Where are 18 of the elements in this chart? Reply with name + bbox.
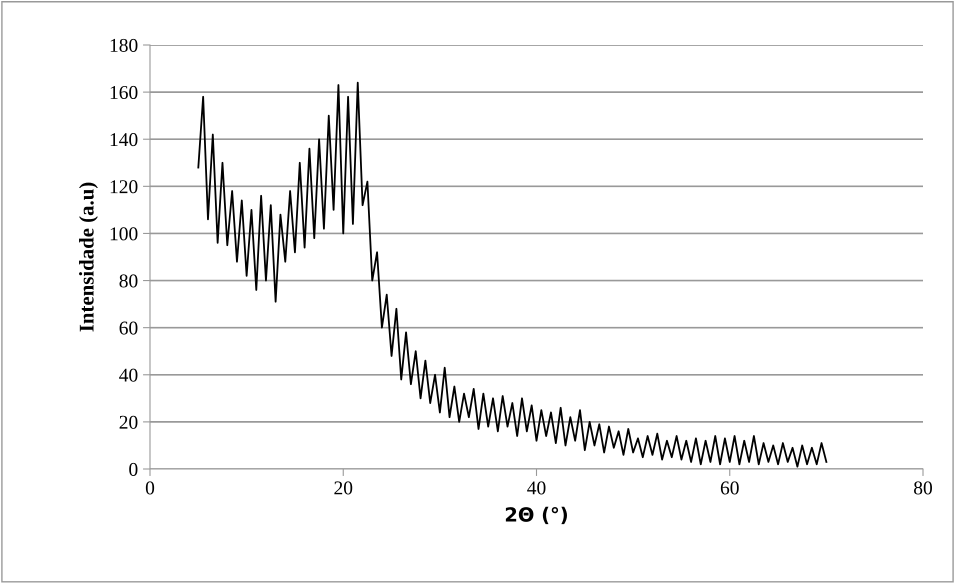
y-tick-label: 60 <box>120 321 138 335</box>
y-axis-title: Intensidade (a.u) <box>79 182 98 332</box>
x-axis-title: 2Θ (°) <box>506 506 567 524</box>
x-tick-label: 60 <box>720 481 739 494</box>
y-tick-label: 140 <box>110 133 138 146</box>
x-tick-label: 80 <box>914 481 932 494</box>
y-tick-label: 20 <box>120 416 138 429</box>
x-tick-label: 40 <box>527 481 546 494</box>
y-tick-label: 0 <box>129 462 138 476</box>
y-tick-label: 40 <box>119 368 138 382</box>
line-series <box>197 82 828 468</box>
y-tick-label: 100 <box>110 227 138 240</box>
y-tick-label: 160 <box>110 86 138 100</box>
x-tick-label: 0 <box>146 481 154 494</box>
y-tick-label: 180 <box>110 38 138 52</box>
y-tick-label: 120 <box>110 180 138 194</box>
y-tick-label: 80 <box>119 274 138 288</box>
x-tick-label: 20 <box>334 481 352 494</box>
